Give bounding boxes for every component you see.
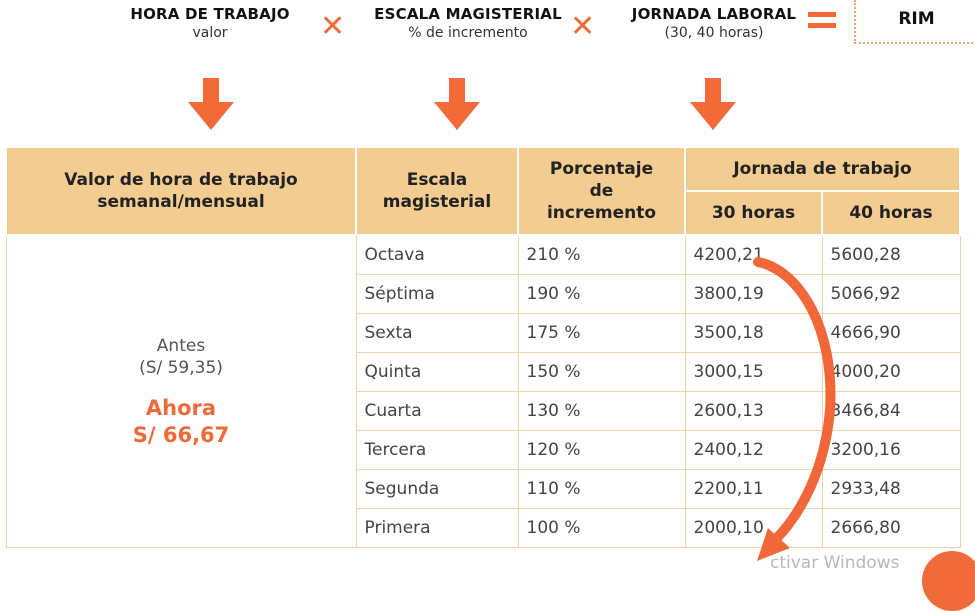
header-valor-hora: Valor de hora de trabajo semanal/mensual: [5, 146, 357, 236]
h40-cell: 2666,80: [821, 508, 961, 548]
term-title: HORA DE TRABAJO: [130, 5, 290, 23]
pct-cell: 210 %: [517, 234, 686, 275]
pct-cell: 120 %: [517, 430, 686, 470]
antes-label: Antes: [156, 335, 206, 356]
valor-hora-cell: Antes (S/ 59,35) Ahora S/ 66,67: [5, 234, 357, 548]
term-subtitle: (30, 40 horas): [664, 25, 764, 41]
h30-cell: 2200,11: [684, 469, 823, 509]
h30-cell: 2000,10: [684, 508, 823, 548]
activate-windows-watermark: ctivar Windows: [770, 553, 900, 573]
header-40-horas: 40 horas: [821, 190, 961, 236]
term-subtitle: % de incremento: [408, 25, 528, 41]
result-rim: RIM: [854, 0, 975, 44]
escala-cell: Segunda: [355, 469, 519, 509]
pct-cell: 190 %: [517, 274, 686, 314]
h40-cell: 2933,48: [821, 469, 961, 509]
down-arrow-icon: [188, 78, 234, 130]
multiply-icon: ✕: [570, 9, 596, 44]
h30-cell: 4200,21: [684, 234, 823, 275]
orange-circle-decoration: [922, 551, 975, 611]
antes-value: (S/ 59,35): [139, 357, 223, 378]
h40-cell: 5066,92: [821, 274, 961, 314]
h40-cell: 5600,28: [821, 234, 961, 275]
h40-cell: 3200,16: [821, 430, 961, 470]
table-row: Antes (S/ 59,35) Ahora S/ 66,67 Octava 2…: [5, 234, 961, 548]
header-text: Porcentaje: [549, 159, 654, 179]
term-title: JORNADA LABORAL: [631, 5, 797, 23]
h30-cell: 3500,18: [684, 313, 823, 353]
escala-cell: Primera: [355, 508, 519, 548]
header-text: semanal/mensual: [97, 192, 265, 212]
pct-cell: 130 %: [517, 391, 686, 431]
h40-cell: 4666,90: [821, 313, 961, 353]
h30-cell: 2400,12: [684, 430, 823, 470]
escala-cell: Cuarta: [355, 391, 519, 431]
escala-cell: Tercera: [355, 430, 519, 470]
term-hora-trabajo: HORA DE TRABAJO valor: [118, 5, 302, 41]
pct-cell: 175 %: [517, 313, 686, 353]
pct-cell: 110 %: [517, 469, 686, 509]
down-arrow-icon: [690, 78, 736, 130]
h40-cell: 3466,84: [821, 391, 961, 431]
formula-header: HORA DE TRABAJO valor ✕ ESCALA MAGISTERI…: [0, 0, 975, 60]
escala-cell: Octava: [355, 234, 519, 275]
header-text: Valor de hora de trabajo: [64, 170, 298, 190]
term-title: ESCALA MAGISTERIAL: [374, 5, 562, 23]
header-escala: Escala magisterial: [355, 146, 519, 236]
escala-cell: Sexta: [355, 313, 519, 353]
header-text: magisterial: [382, 192, 492, 212]
escala-cell: Séptima: [355, 274, 519, 314]
header-text: de: [589, 181, 614, 201]
down-arrow-icon: [434, 78, 480, 130]
multiply-icon: ✕: [320, 9, 346, 44]
header-text: Escala: [406, 170, 468, 190]
h30-cell: 3000,15: [684, 352, 823, 392]
pct-cell: 100 %: [517, 508, 686, 548]
table-row: Primera 100 % 2000,10 2666,80: [6, 508, 961, 548]
h30-cell: 2600,13: [684, 391, 823, 431]
header-text: incremento: [546, 203, 657, 223]
header-jornada: Jornada de trabajo: [684, 146, 961, 192]
h30-cell: 3800,19: [684, 274, 823, 314]
ahora-value: S/ 66,67: [132, 422, 230, 447]
h40-cell: 4000,20: [821, 352, 961, 392]
rim-table: Valor de hora de trabajo semanal/mensual…: [5, 146, 961, 548]
term-jornada-laboral: JORNADA LABORAL (30, 40 horas): [620, 5, 808, 41]
equals-icon: [808, 12, 836, 34]
term-subtitle: valor: [192, 25, 228, 41]
term-escala-magisterial: ESCALA MAGISTERIAL % de incremento: [365, 5, 571, 41]
pct-cell: 150 %: [517, 352, 686, 392]
header-porcentaje: Porcentaje de incremento: [517, 146, 686, 236]
header-30-horas: 30 horas: [684, 190, 823, 236]
ahora-label: Ahora: [145, 395, 217, 420]
escala-cell: Quinta: [355, 352, 519, 392]
